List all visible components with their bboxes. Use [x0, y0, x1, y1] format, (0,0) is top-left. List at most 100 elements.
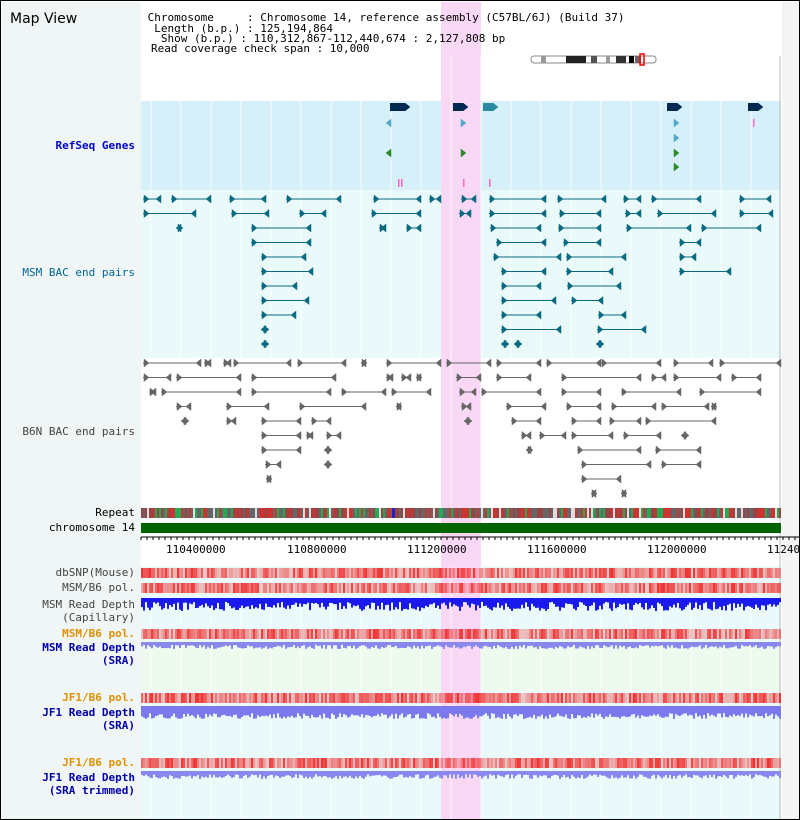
msm-bac-end-icon [493, 252, 500, 262]
jf1-pol2-density [377, 758, 379, 768]
track-label-msm-b6-pol-2[interactable]: MSM/B6 pol. [62, 627, 135, 640]
dbsnp-density [269, 568, 271, 578]
jf1-trimmed-depth [479, 771, 481, 777]
jf1-trimmed-depth [333, 771, 335, 778]
dbsnp-density [579, 568, 581, 578]
msm-pol-density [433, 583, 435, 593]
jf1-pol-density [331, 693, 333, 703]
jf1-sra-depth [211, 706, 213, 717]
dbsnp-density [357, 568, 359, 578]
msm-sra-depth [155, 642, 157, 647]
msm-pol-density [503, 583, 505, 593]
msm-sra-depth [257, 642, 259, 648]
msm-pol-density [207, 583, 209, 593]
track-label-dbsnp[interactable]: dbSNP(Mouse) [55, 566, 135, 579]
track-label-jf1-read-depth-sra[interactable]: JF1 Read Depth [42, 706, 135, 719]
jf1-pol-density [345, 693, 347, 703]
msm-sra-depth [551, 642, 553, 648]
dbsnp-density [381, 568, 383, 578]
msm-pol-density [343, 583, 345, 593]
jf1-sra-depth [501, 706, 503, 719]
repeat-segment [761, 508, 763, 518]
jf1-trimmed-depth [721, 771, 723, 777]
track-label-jf1-read-depth-trimmed[interactable]: JF1 Read Depth [42, 771, 135, 784]
jf1-pol-density [371, 693, 373, 703]
msm-pol-density [509, 583, 511, 593]
track-label-msm-read-depth-sra[interactable]: MSM Read Depth [42, 641, 135, 654]
jf1-pol-density [465, 693, 467, 703]
msm-sra-depth [527, 642, 529, 646]
msm-pol-density [757, 583, 759, 593]
msm-capillary-depth [141, 598, 143, 608]
jf1-pol-density [627, 693, 629, 703]
msm-pol2-density [771, 629, 773, 639]
jf1-trimmed-depth [597, 771, 599, 777]
b6n-bac-end-icon [719, 358, 726, 368]
jf1-trimmed-depth [533, 771, 535, 776]
b6n-bac-end-icon [226, 401, 233, 412]
repeat-segment [297, 508, 299, 518]
track-label-refseq-genes[interactable]: RefSeq Genes [55, 139, 135, 152]
msm-capillary-depth [449, 598, 451, 603]
dbsnp-density [671, 568, 673, 578]
dbsnp-density [179, 568, 181, 578]
msm-pol-density [371, 583, 373, 593]
b6n-bac-end-icon [595, 416, 602, 426]
dbsnp-density [431, 568, 433, 578]
repeat-segment [659, 508, 661, 518]
track-label-jf1-b6-pol-2[interactable]: JF1/B6 pol. [62, 756, 135, 769]
track-label-b6n-bac[interactable]: B6N BAC end pairs [22, 425, 135, 438]
track-label-repeat[interactable]: Repeat [95, 506, 135, 519]
msm-pol-density [303, 583, 305, 593]
track-label-jf1-sra: (SRA) [101, 719, 135, 732]
jf1-trimmed-depth [463, 771, 465, 779]
track-label-msm-b6-pol[interactable]: MSM/B6 pol. [62, 581, 135, 594]
jf1-sra-depth [711, 706, 713, 715]
jf1-sra-depth [481, 706, 483, 717]
msm-pol-density [145, 583, 147, 593]
jf1-pol-density [157, 693, 159, 703]
track-label-jf1-b6-pol[interactable]: JF1/B6 pol. [62, 691, 135, 704]
jf1-pol-density [739, 693, 741, 703]
dbsnp-density [509, 568, 511, 578]
jf1-pol-density [701, 693, 703, 703]
msm-sra-depth [321, 642, 323, 649]
jf1-sra-depth [767, 706, 769, 717]
jf1-trimmed-depth [301, 771, 303, 776]
msm-pol2-density [613, 629, 615, 639]
dbsnp-density [519, 568, 521, 578]
jf1-pol-density [575, 693, 577, 703]
jf1-sra-depth [709, 706, 711, 716]
gene-marker [489, 179, 491, 187]
msm-sra-depth [541, 642, 543, 649]
jf1-pol-density [207, 693, 209, 703]
dbsnp-density [353, 568, 355, 578]
msm-pol-density [647, 583, 649, 593]
jf1-sra-depth [449, 706, 451, 714]
jf1-pol2-density [459, 758, 461, 768]
jf1-pol2-density [357, 758, 359, 768]
track-label-msm-read-depth-capillary[interactable]: MSM Read Depth [42, 598, 135, 611]
jf1-pol2-density [691, 758, 693, 768]
jf1-sra-depth [415, 706, 417, 715]
msm-capillary-depth [237, 598, 239, 610]
msm-bac-end-icon [251, 223, 258, 233]
msm-pol-density [723, 583, 725, 593]
jf1-sra-depth [525, 706, 527, 719]
dbsnp-density [737, 568, 739, 578]
jf1-pol2-density [425, 758, 427, 768]
track-label-msm-bac[interactable]: MSM BAC end pairs [22, 266, 135, 279]
msm-sra-depth [443, 642, 445, 649]
msm-bac-end-icon [597, 324, 604, 335]
dbsnp-density [681, 568, 683, 578]
msm-sra-depth [233, 642, 235, 646]
jf1-trimmed-depth [593, 771, 595, 775]
jf1-pol-density [497, 693, 499, 703]
msm-pol2-density [361, 629, 363, 639]
jf1-pol2-density [295, 758, 297, 768]
msm-capillary-depth [625, 598, 627, 610]
msm-pol-density [419, 583, 421, 593]
msm-pol2-density [239, 629, 241, 639]
msm-capillary-depth [723, 598, 725, 606]
